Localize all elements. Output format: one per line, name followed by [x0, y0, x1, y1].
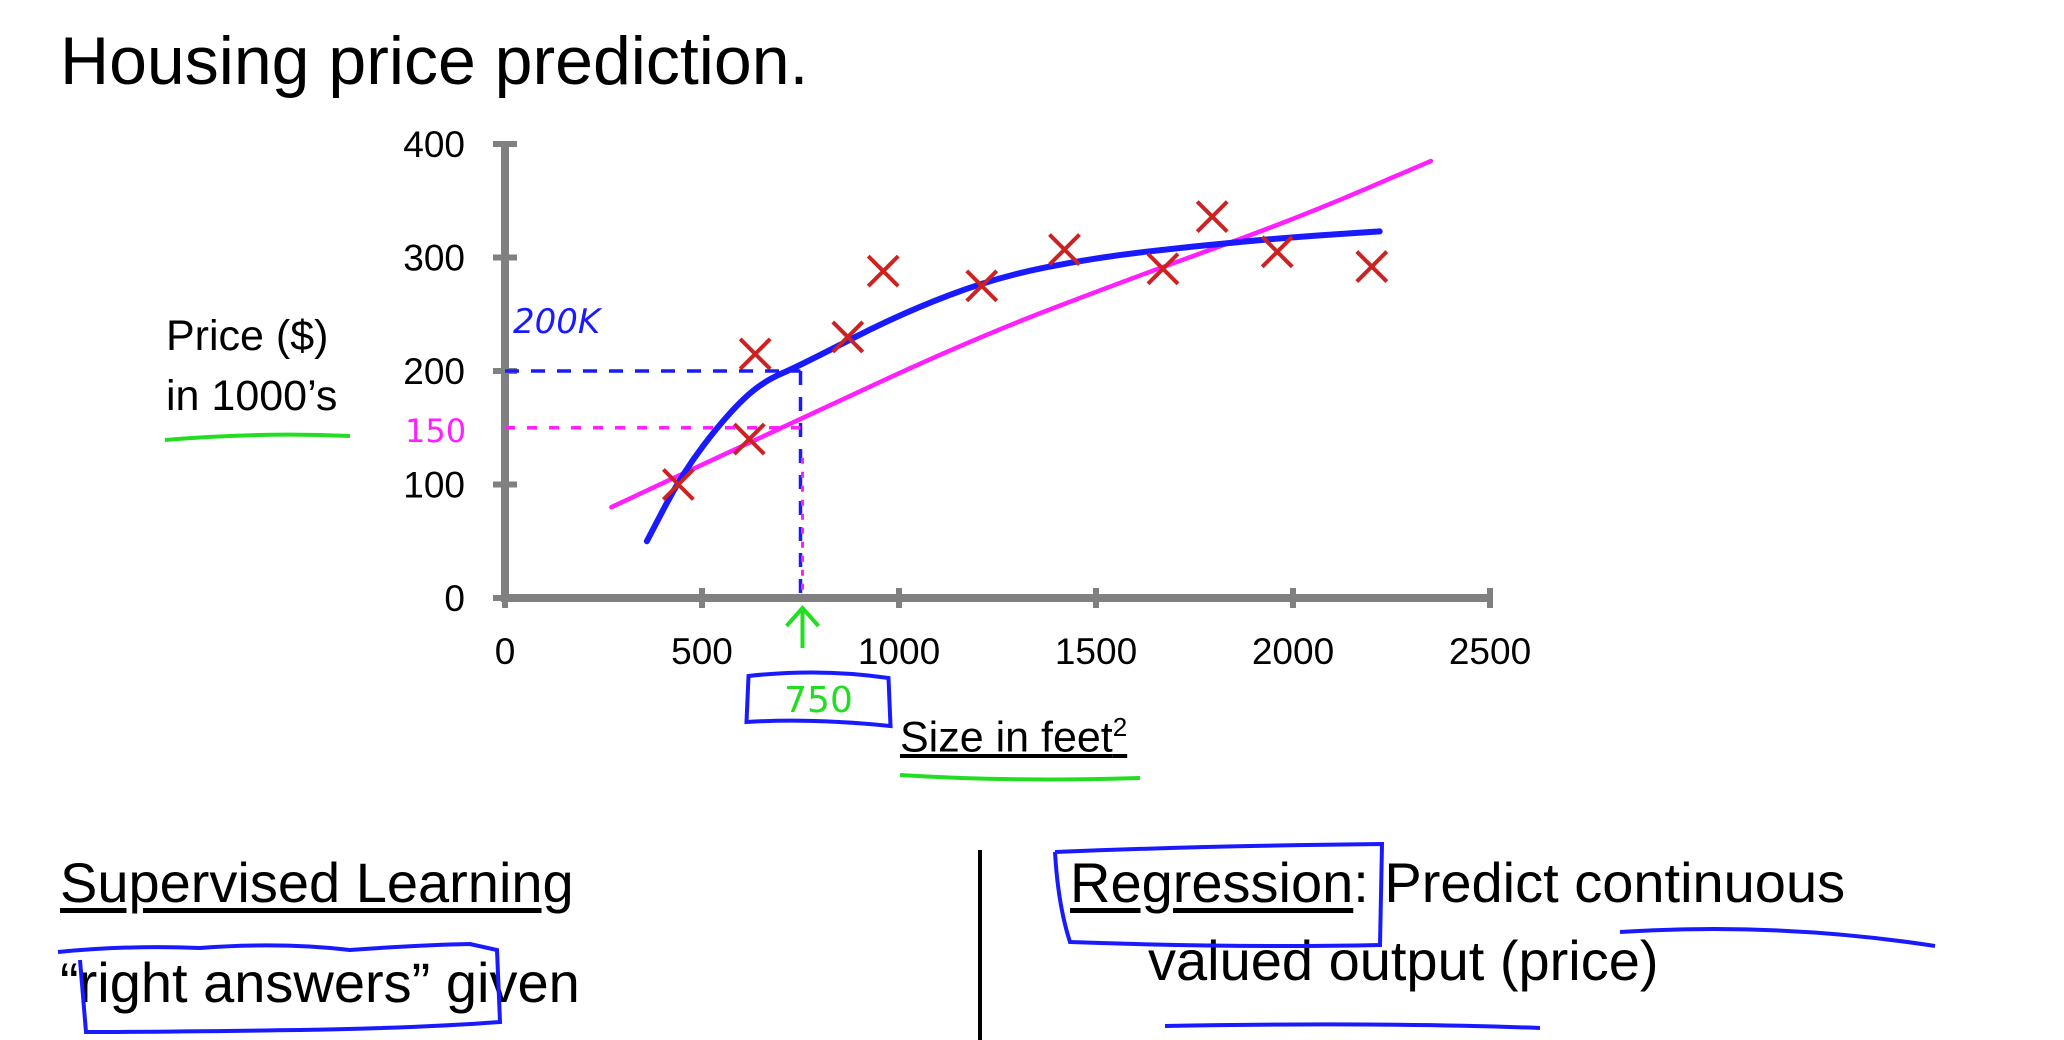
data-point — [965, 269, 999, 303]
x-axis-label-text: Size in feet — [900, 713, 1113, 762]
pink-value-label: 150 — [405, 412, 466, 450]
data-point — [738, 337, 772, 371]
x-axis-label-exponent: 2 — [1112, 712, 1128, 742]
column-divider — [978, 850, 982, 1040]
chart-annotations: 200K 150 750 — [405, 302, 893, 729]
data-point — [661, 468, 695, 501]
blue-curve-fit — [643, 228, 1383, 545]
blue-value-label: 200K — [513, 302, 603, 342]
data-point — [732, 422, 766, 456]
x-tick-label: 0 — [495, 631, 516, 672]
query-x-label: 750 — [784, 680, 853, 721]
data-point — [1260, 235, 1294, 269]
chart-fit-lines — [609, 158, 1434, 545]
data-point — [1048, 233, 1081, 266]
regression-word: Regression — [1070, 851, 1354, 914]
regression-description: : Predict continuous — [1353, 851, 1846, 914]
data-point — [1146, 252, 1180, 286]
y-axis-label-line-2: in 1000’s — [166, 372, 338, 420]
data-point — [866, 254, 900, 288]
y-tick-label: 100 — [403, 465, 465, 506]
right-answers-text: “right answers” given — [60, 951, 580, 1014]
data-point — [831, 320, 865, 354]
y-tick-label: 0 — [444, 578, 465, 619]
chart-axes — [493, 141, 1493, 608]
x-tick-label: 500 — [671, 631, 733, 672]
x-tick-label: 2500 — [1449, 631, 1531, 672]
x-tick-label: 1500 — [1055, 631, 1137, 672]
green-arrow-head — [785, 604, 820, 628]
y-tick-label: 300 — [403, 238, 465, 279]
y-axis-label-line-1: Price ($) — [166, 312, 329, 360]
regression-description-line-2: valued output (price) — [1148, 929, 1659, 992]
slide-title: Housing price prediction. — [60, 23, 809, 99]
supervised-learning-heading: Supervised Learning — [60, 851, 574, 914]
chart-tick-labels: 0 500 1000 1500 2000 2500 0 100 200 300 400 — [403, 124, 1531, 672]
x-tick-label: 1000 — [858, 631, 940, 672]
y-tick-label: 400 — [403, 124, 465, 165]
x-tick-label: 2000 — [1252, 631, 1334, 672]
data-point — [1195, 200, 1229, 234]
data-point — [1355, 250, 1389, 283]
pink-straight-fit — [609, 158, 1434, 510]
regression-heading: Regression: Predict continuous — [1070, 850, 1845, 915]
blue-box-750 — [744, 670, 893, 729]
x-axis-label: Size in feet2 — [900, 712, 1127, 762]
chart-data-points — [661, 200, 1389, 501]
y-tick-label: 200 — [403, 351, 465, 392]
